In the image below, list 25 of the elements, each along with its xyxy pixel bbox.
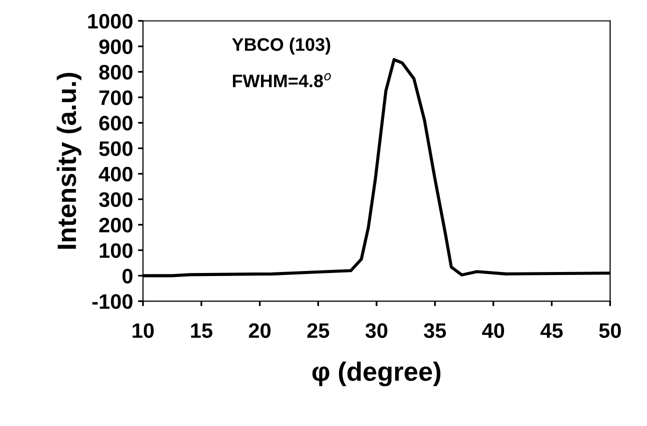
y-tick-label: 800 bbox=[99, 64, 132, 80]
y-tick-label: 0 bbox=[122, 268, 132, 284]
y-tick-label: 100 bbox=[100, 243, 132, 258]
y-tick-label: 1000 bbox=[88, 14, 132, 29]
y-axis-title: Intensity (a.u.) bbox=[56, 72, 82, 249]
x-tick-label: 25 bbox=[307, 323, 330, 338]
annotation: YBCO (103) bbox=[232, 38, 330, 55]
x-tick-label: 40 bbox=[482, 323, 504, 338]
x-tick-label: 20 bbox=[248, 323, 271, 338]
x-tick-label: 10 bbox=[132, 323, 154, 338]
y-tick-label: 200 bbox=[99, 218, 132, 232]
y-tick-label: -100 bbox=[92, 294, 132, 309]
y-tick-label: 400 bbox=[98, 166, 132, 182]
y-tick-label: 300 bbox=[98, 192, 132, 208]
x-tick-label: 30 bbox=[365, 323, 388, 338]
y-tick-label: 500 bbox=[99, 141, 132, 156]
x-tick-label: 45 bbox=[540, 323, 563, 338]
y-tick-label: 900 bbox=[99, 39, 132, 54]
x-tick-label: 50 bbox=[599, 323, 621, 338]
annotation: FWHM=4.8$^{o}$ bbox=[232, 73, 331, 88]
x-tick-label: 15 bbox=[191, 323, 212, 338]
x-axis-title: φ (degree) bbox=[312, 362, 440, 386]
x-tick-label: 35 bbox=[424, 323, 446, 338]
y-tick-label: 600 bbox=[99, 116, 132, 131]
y-tick-label: 700 bbox=[99, 90, 132, 106]
